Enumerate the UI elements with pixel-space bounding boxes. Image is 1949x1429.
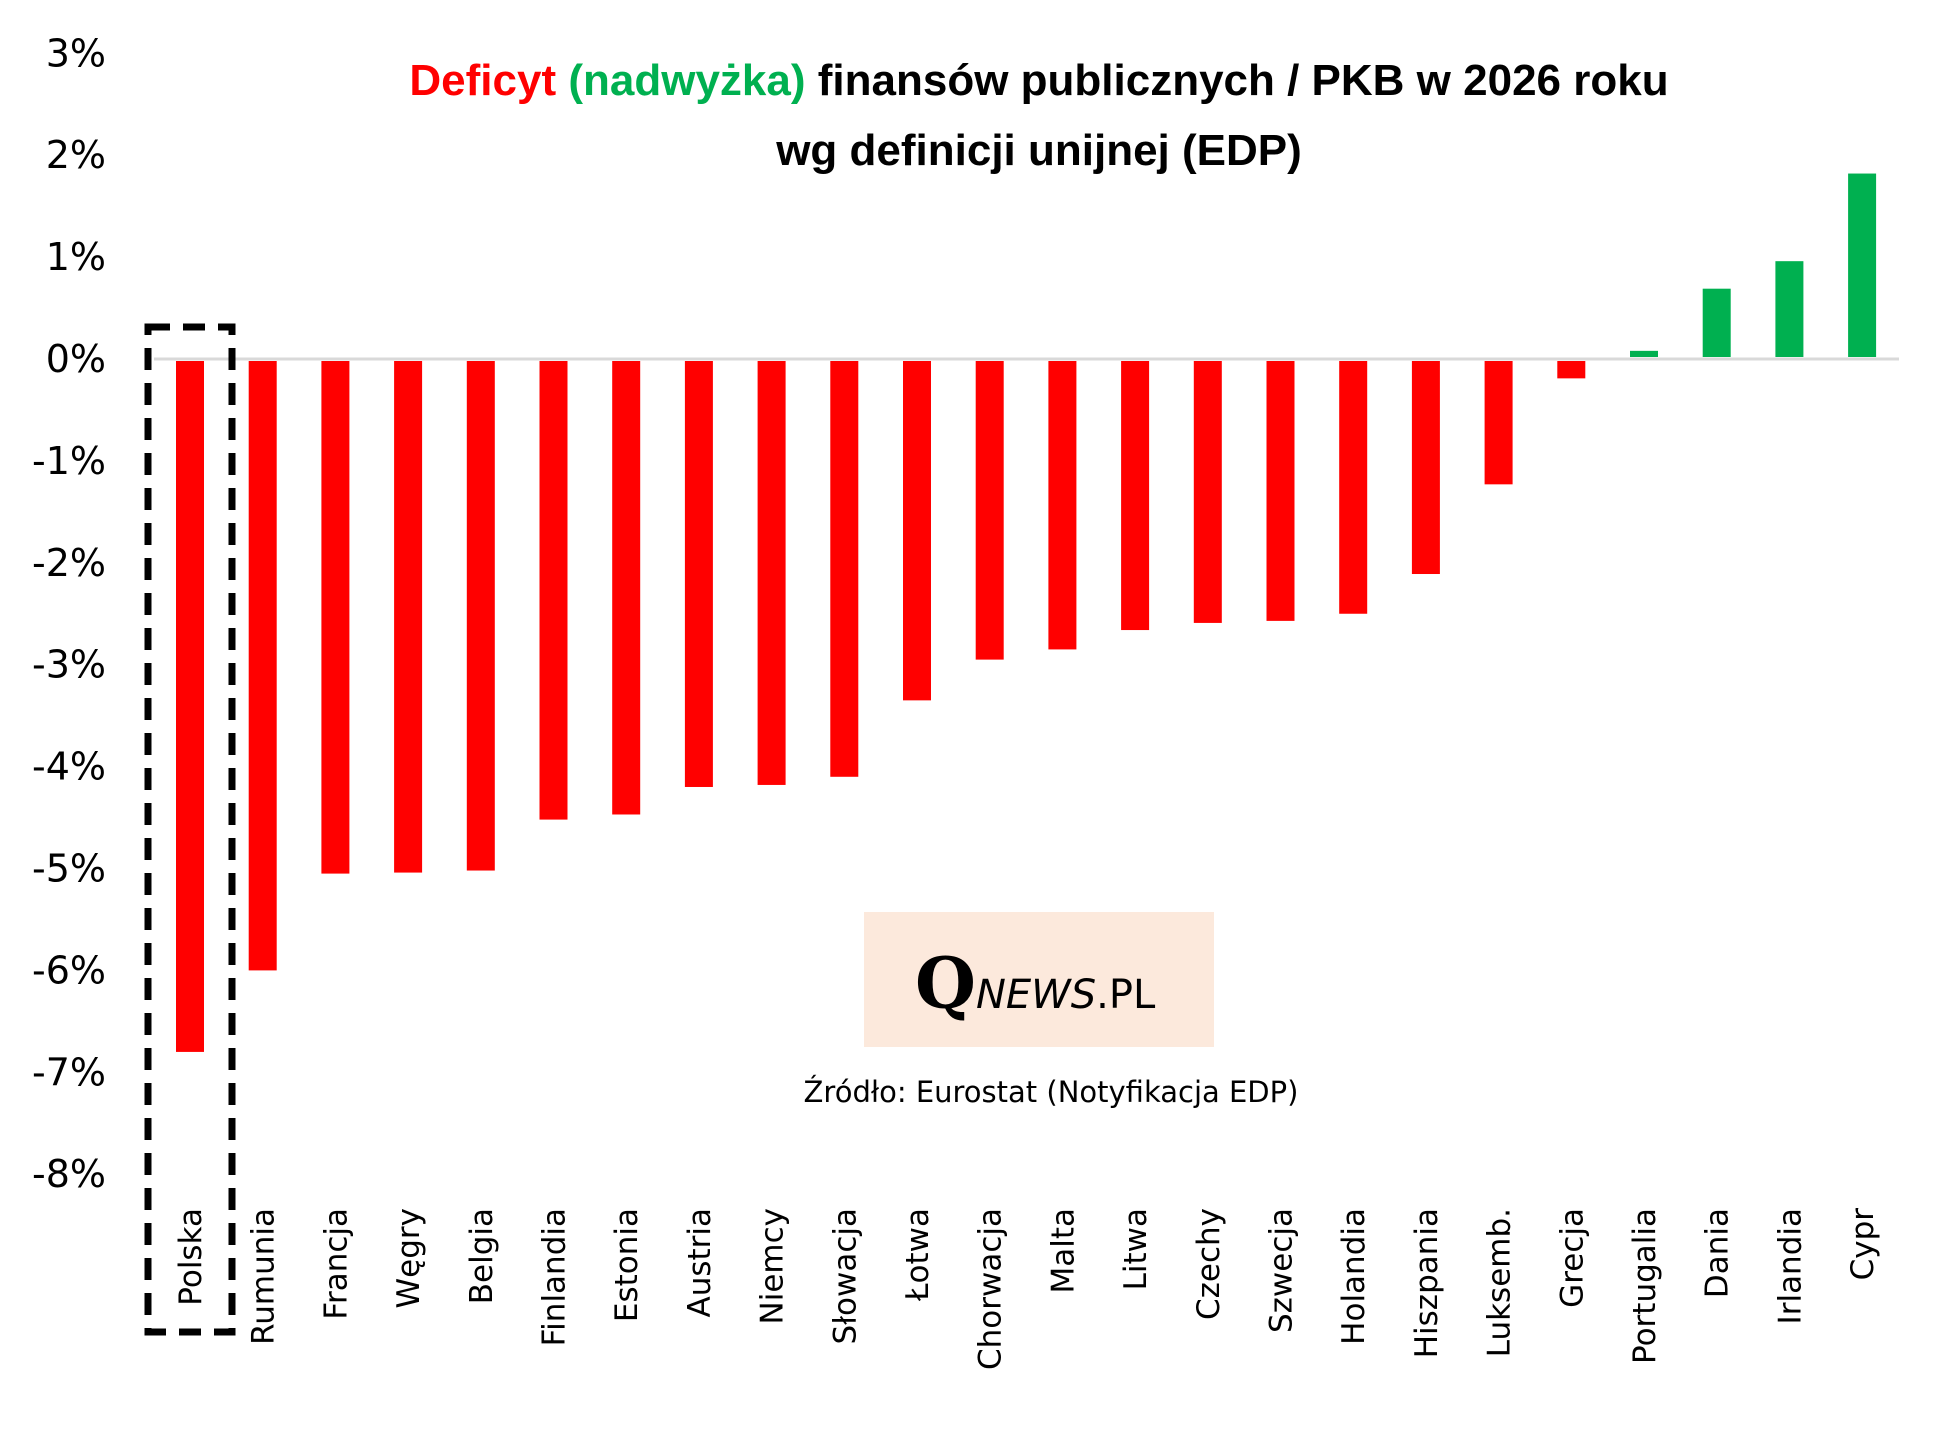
y-tick-label: -5% <box>32 847 106 891</box>
x-tick-label: Dania <box>1700 1208 1736 1298</box>
x-tick-label: Malta <box>1045 1208 1081 1294</box>
x-tick-label: Szwecja <box>1264 1208 1300 1333</box>
x-tick-label: Luksemb. <box>1482 1208 1518 1357</box>
bar-austria <box>684 361 713 787</box>
bar-finlandia <box>539 361 568 820</box>
y-tick-label: -1% <box>32 439 106 483</box>
bar-niemcy <box>757 361 786 785</box>
bar-malta <box>1048 361 1077 650</box>
logo-q: Q <box>915 942 976 1025</box>
polska-highlight-box <box>144 323 236 1336</box>
bar-estonia <box>612 361 641 815</box>
x-tick-label: Chorwacja <box>973 1208 1009 1370</box>
y-tick-label: -7% <box>32 1050 106 1094</box>
x-axis-ticks: Polska Rumunia Francja Węgry Belgia Finlandia… <box>173 1208 1881 1370</box>
x-tick-label: Austria <box>682 1208 718 1318</box>
title-surplus-word: (nadwyżka) <box>556 56 805 105</box>
bar-chorwacja <box>975 361 1004 660</box>
x-tick-label: Litwa <box>1118 1208 1154 1290</box>
logo-text: QNEWS.PL <box>915 942 1156 1025</box>
bar-hiszpania <box>1411 361 1440 575</box>
x-tick-label: Hiszpania <box>1409 1208 1445 1358</box>
logo-news: NEWS <box>976 972 1096 1018</box>
bar-łotwa <box>903 361 931 701</box>
y-axis-ticks: 3% 2% 1% 0% -1% -2% -3% -4% -5% -6% -7% -8% <box>32 31 106 1196</box>
chart-title-line-2: wg definicji unijnej (EDP) <box>775 126 1302 175</box>
x-tick-label: Finlandia <box>537 1208 573 1346</box>
bar-dania <box>1702 288 1731 357</box>
bar-polska <box>176 361 204 1052</box>
bar-słowacja <box>830 361 859 777</box>
bar-czechy <box>1193 361 1222 623</box>
y-tick-label: -4% <box>32 745 106 789</box>
qnews-logo: QNEWS.PL <box>864 912 1214 1047</box>
y-tick-label: 1% <box>46 235 106 279</box>
x-tick-label: Grecja <box>1554 1208 1590 1308</box>
y-tick-label: -2% <box>32 541 106 585</box>
x-tick-label: Holandia <box>1336 1208 1372 1345</box>
x-tick-label: Polska <box>173 1208 209 1306</box>
bar-grecja <box>1557 361 1586 379</box>
chart-title: Deficyt (nadwyżka) finansów publicznych … <box>409 56 1668 175</box>
bars <box>176 173 1877 1052</box>
y-tick-label: -6% <box>32 948 106 992</box>
bar-węgry <box>394 361 423 873</box>
x-tick-label: Estonia <box>609 1208 645 1322</box>
title-rest: finansów publicznych / PKB w 2026 roku <box>806 56 1669 105</box>
x-tick-label: Rumunia <box>246 1208 282 1345</box>
bar-rumunia <box>248 361 277 971</box>
x-tick-label: Łotwa <box>900 1208 936 1302</box>
bar-portugalia <box>1630 350 1658 357</box>
bar-litwa <box>1121 361 1150 631</box>
bar-cypr <box>1848 173 1877 357</box>
y-tick-label: -3% <box>32 643 106 687</box>
x-tick-label: Irlandia <box>1772 1208 1808 1324</box>
y-tick-label: 0% <box>46 337 106 381</box>
x-tick-label: Francja <box>318 1208 354 1320</box>
x-tick-label: Cypr <box>1845 1208 1881 1281</box>
bar-szwecja <box>1266 361 1295 621</box>
y-tick-label: 3% <box>46 31 106 75</box>
bar-luksemb <box>1484 361 1513 485</box>
x-tick-label: Belgia <box>464 1208 500 1304</box>
title-deficit-word: Deficyt <box>409 56 556 105</box>
logo-pl: .PL <box>1096 972 1156 1018</box>
source-note: Źródło: Eurostat (Notyfikacja EDP) <box>804 1075 1299 1109</box>
x-tick-label: Niemcy <box>755 1208 791 1324</box>
y-tick-label: 2% <box>46 133 106 177</box>
x-tick-label: Portugalia <box>1627 1208 1663 1364</box>
chart-title-line-1: Deficyt (nadwyżka) finansów publicznych … <box>409 56 1668 105</box>
bar-francja <box>321 361 350 874</box>
bar-irlandia <box>1775 261 1804 357</box>
bar-belgia <box>466 361 495 871</box>
x-tick-label: Węgry <box>391 1208 427 1309</box>
bar-holandia <box>1339 361 1368 614</box>
logo-background <box>864 912 1214 1047</box>
x-tick-label: Słowacja <box>827 1208 863 1344</box>
x-tick-label: Czechy <box>1191 1208 1227 1320</box>
y-tick-label: -8% <box>32 1152 106 1196</box>
